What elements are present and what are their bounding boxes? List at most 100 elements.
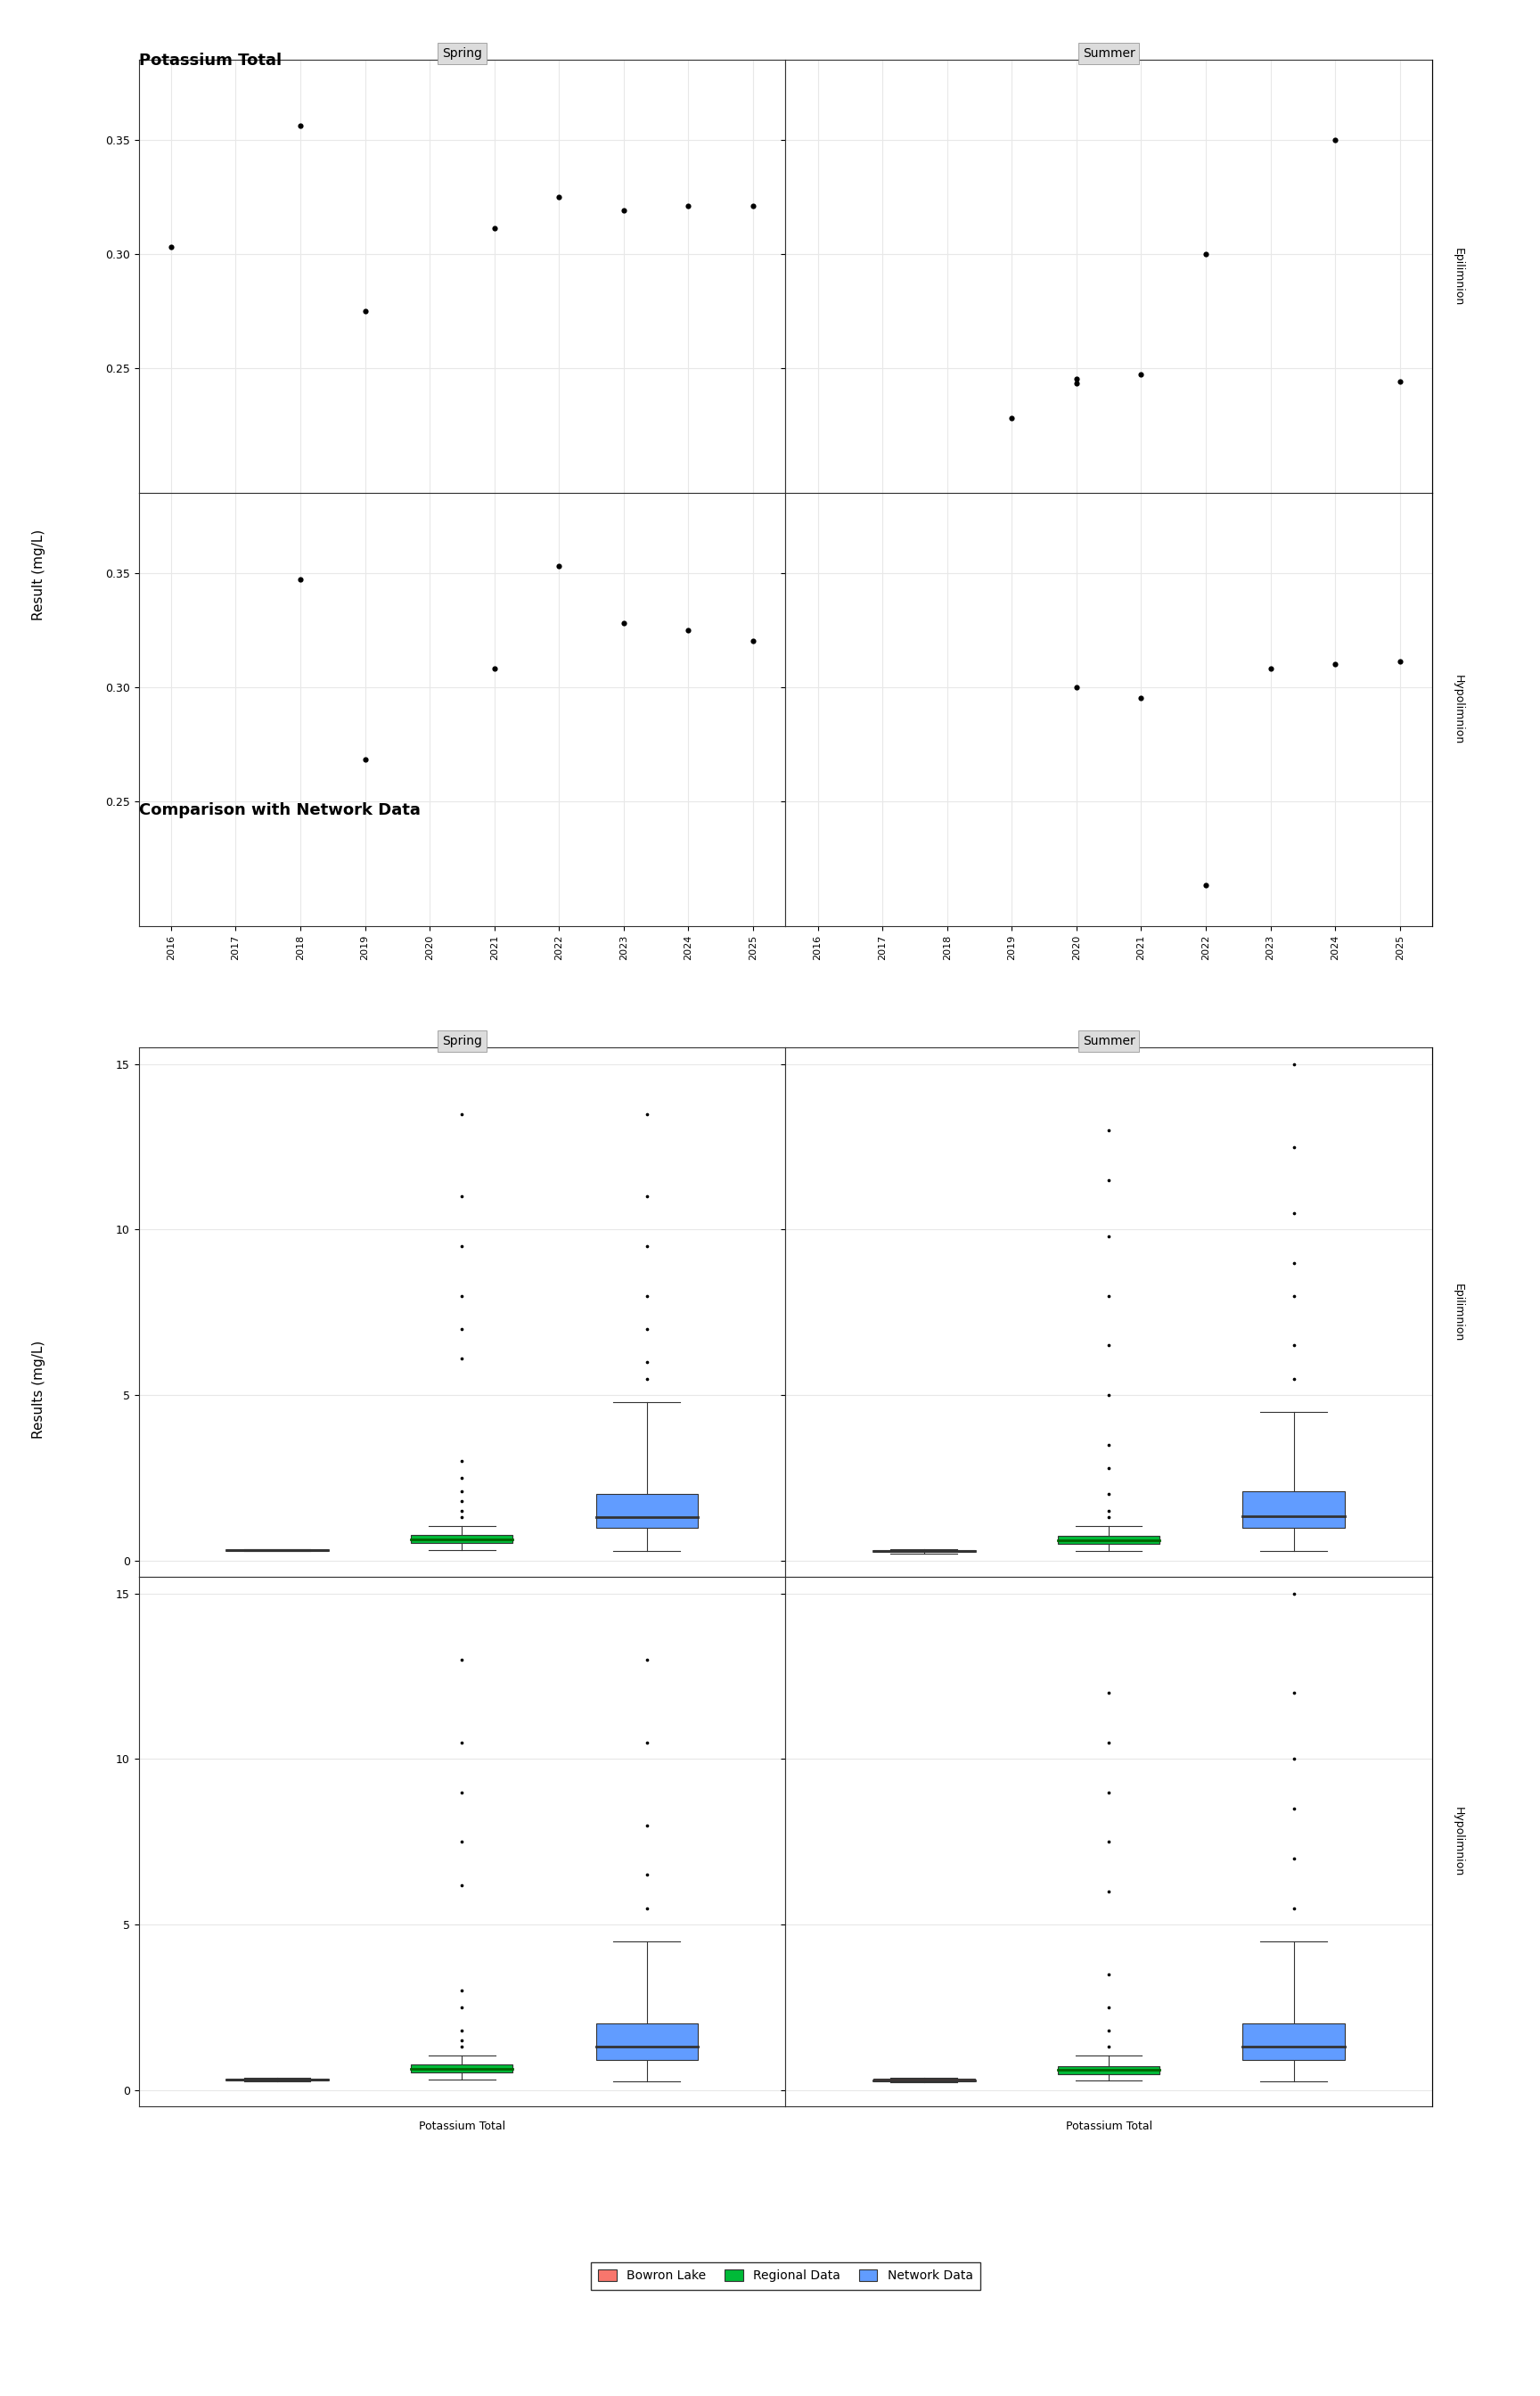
Point [482,208,507,247]
Point [1064,364,1089,403]
Point [1096,1493,1121,1531]
Point [1281,1790,1306,1828]
Point [450,1311,474,1349]
FancyBboxPatch shape [596,1495,698,1526]
Point [450,1823,474,1862]
Text: Result (mg/L): Result (mg/L) [32,530,45,621]
Point [1096,1327,1121,1366]
Point [1096,1871,1121,1910]
Point [1194,865,1218,903]
Point [450,1442,474,1481]
FancyBboxPatch shape [411,1536,513,1543]
Text: Comparison with Network Data: Comparison with Network Data [139,803,420,819]
Point [1096,1498,1121,1536]
Point [1064,359,1089,398]
Point [1096,1426,1121,1464]
Point [1096,1277,1121,1315]
Point [676,187,701,225]
Point [634,1311,659,1349]
Point [1281,1045,1306,1083]
Point [634,1095,659,1133]
Point [1096,1160,1121,1198]
Title: Summer: Summer [1083,1035,1135,1047]
Point [1096,2010,1121,2049]
Point [450,1866,474,1905]
Point [1096,1450,1121,1488]
Text: Results (mg/L): Results (mg/L) [32,1339,45,1440]
FancyBboxPatch shape [1243,2025,1344,2061]
Point [999,398,1024,436]
Point [741,187,765,225]
Point [1281,1739,1306,1778]
Point [1281,1277,1306,1315]
Point [1096,1823,1121,1862]
Point [1281,1244,1306,1282]
X-axis label: Potassium Total: Potassium Total [419,2120,505,2132]
X-axis label: Potassium Total: Potassium Total [1066,2120,1152,2132]
Point [288,561,313,599]
Point [634,1857,659,1895]
Point [450,1493,474,1531]
Point [634,1176,659,1215]
Point [353,740,377,779]
Point [634,1807,659,1845]
Point [1323,645,1348,683]
Point [1281,1888,1306,1926]
Point [450,1459,474,1498]
Point [1281,1327,1306,1366]
Point [1096,1989,1121,2027]
Point [353,292,377,331]
Point [1096,1217,1121,1256]
Point [547,546,571,585]
Point [634,1342,659,1380]
Point [1064,668,1089,707]
Point [288,108,313,146]
Point [1096,1955,1121,1993]
Y-axis label: Hypolimnion: Hypolimnion [1452,676,1463,745]
Point [676,611,701,649]
Point [611,604,636,642]
Point [1258,649,1283,688]
Point [634,1641,659,1680]
Point [1281,1359,1306,1397]
Point [450,1641,474,1680]
FancyBboxPatch shape [1058,2065,1160,2075]
Point [1281,1574,1306,1613]
Point [450,1471,474,1509]
Legend: Bowron Lake, Regional Data, Network Data: Bowron Lake, Regional Data, Network Data [591,2262,979,2291]
Point [634,1888,659,1926]
Point [1129,678,1153,716]
Point [1323,120,1348,158]
Point [1096,1723,1121,1761]
FancyBboxPatch shape [1243,1490,1344,1526]
Point [450,1972,474,2010]
Point [450,1481,474,1519]
Point [450,2010,474,2049]
Point [450,1989,474,2027]
Point [1096,1476,1121,1514]
Point [1281,1193,1306,1232]
Point [634,1723,659,1761]
Point [741,623,765,661]
Point [450,2022,474,2061]
Point [450,1227,474,1265]
Point [634,1359,659,1397]
Point [450,1176,474,1215]
Point [611,192,636,230]
Point [1281,1129,1306,1167]
Y-axis label: Epilimnion: Epilimnion [1452,247,1463,307]
Point [450,1723,474,1761]
Point [450,1095,474,1133]
Text: Potassium Total: Potassium Total [139,53,282,69]
Point [1096,1675,1121,1713]
Title: Summer: Summer [1083,48,1135,60]
Point [450,1277,474,1315]
Point [450,1773,474,1811]
Point [547,177,571,216]
Point [450,1339,474,1378]
Point [1096,1112,1121,1150]
Point [1281,1675,1306,1713]
Point [1096,1773,1121,1811]
Point [1129,355,1153,393]
Point [1096,2027,1121,2065]
